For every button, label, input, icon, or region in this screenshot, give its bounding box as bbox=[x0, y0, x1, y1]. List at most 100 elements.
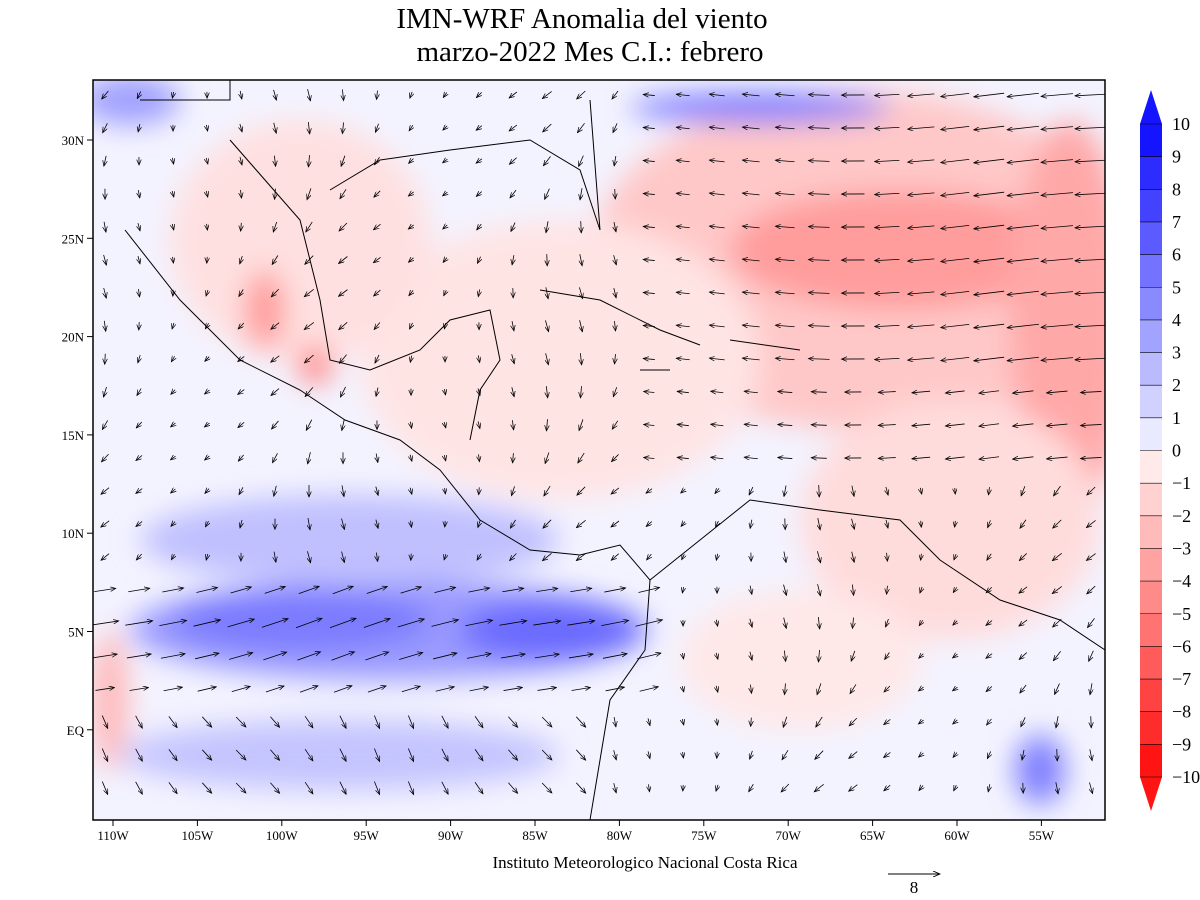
wind-vector bbox=[477, 553, 481, 560]
colorbar-end-top bbox=[1140, 90, 1162, 124]
wind-vector bbox=[510, 553, 517, 560]
wind-vector bbox=[778, 391, 793, 392]
wind-vector bbox=[363, 619, 390, 628]
wind-vector bbox=[1041, 126, 1073, 130]
wind-vector bbox=[742, 94, 760, 96]
wind-vector bbox=[811, 425, 827, 426]
wind-vector bbox=[811, 392, 827, 393]
wind-vector bbox=[94, 588, 115, 593]
wind-vector bbox=[1041, 225, 1073, 229]
wind-vector bbox=[307, 551, 310, 563]
wind-vector bbox=[342, 485, 344, 496]
wind-vector bbox=[611, 487, 620, 494]
lon-label: 95W bbox=[354, 828, 380, 843]
wind-vector bbox=[775, 94, 795, 95]
wind-vector bbox=[101, 781, 107, 795]
wind-vector bbox=[509, 91, 518, 98]
wind-vector bbox=[469, 687, 489, 692]
wind-vector bbox=[1081, 391, 1102, 392]
wind-vector bbox=[1053, 651, 1061, 660]
wind-vector bbox=[511, 486, 514, 495]
wind-vector bbox=[1091, 716, 1092, 728]
wind-vector bbox=[716, 520, 719, 527]
wind-vector bbox=[742, 292, 760, 294]
wind-vector bbox=[613, 387, 616, 396]
wind-vector bbox=[138, 256, 140, 264]
wind-vector bbox=[1075, 160, 1105, 162]
wind-vector bbox=[272, 420, 279, 429]
wind-vector bbox=[408, 781, 413, 795]
wind-vector bbox=[476, 126, 483, 131]
wind-vector bbox=[775, 358, 795, 359]
wind-vector bbox=[744, 457, 758, 458]
wind-vector bbox=[571, 687, 591, 691]
wind-vector bbox=[274, 551, 276, 563]
title-line-2: marzo-2022 Mes C.I.: febrero bbox=[416, 36, 763, 68]
wind-vector bbox=[716, 685, 718, 692]
wind-vector bbox=[229, 653, 253, 660]
wind-vector bbox=[137, 91, 141, 98]
wind-vector bbox=[168, 782, 177, 793]
wind-vector bbox=[919, 654, 924, 659]
wind-vector bbox=[408, 715, 413, 729]
wind-vector bbox=[614, 288, 616, 298]
wind-vector bbox=[365, 652, 388, 661]
wind-vector bbox=[340, 189, 347, 198]
colorbar-band bbox=[1140, 744, 1162, 778]
lon-label: 65W bbox=[860, 828, 886, 843]
wind-vector bbox=[849, 784, 858, 792]
wind-vector bbox=[819, 484, 820, 497]
wind-vector bbox=[263, 652, 286, 661]
colorbar-band bbox=[1140, 548, 1162, 582]
wind-vector bbox=[1075, 259, 1105, 261]
anomaly-shading bbox=[93, 80, 1105, 805]
wind-vector bbox=[676, 358, 690, 360]
wind-vector bbox=[230, 587, 252, 594]
wind-vector bbox=[1013, 457, 1034, 459]
wind-vector bbox=[545, 188, 550, 200]
colorbar-band bbox=[1140, 515, 1162, 549]
wind-vector bbox=[612, 90, 619, 99]
wind-vector bbox=[974, 125, 1005, 130]
wind-vector bbox=[676, 292, 690, 294]
wind-vector bbox=[339, 715, 346, 729]
lat-label: 20N bbox=[62, 330, 85, 345]
wind-vector bbox=[912, 457, 931, 459]
wind-vector bbox=[614, 750, 617, 760]
wind-vector bbox=[775, 325, 795, 326]
wind-vector bbox=[138, 223, 140, 231]
lat-label: 30N bbox=[62, 133, 85, 148]
wind-vector bbox=[104, 320, 105, 331]
wind-vector bbox=[408, 748, 413, 762]
wind-vector bbox=[1056, 716, 1058, 728]
wind-vector bbox=[206, 157, 208, 164]
wind-vector bbox=[339, 748, 346, 762]
wind-vector bbox=[887, 585, 888, 594]
wind-vector bbox=[104, 254, 107, 265]
wind-vector bbox=[568, 654, 593, 659]
wind-vector bbox=[197, 687, 217, 692]
wind-vector bbox=[478, 289, 479, 296]
wind-vector bbox=[749, 784, 754, 791]
wind-vector bbox=[510, 519, 516, 528]
wind-vector bbox=[989, 487, 990, 495]
wind-vector bbox=[884, 752, 891, 757]
wind-vector bbox=[884, 784, 891, 791]
wind-vector bbox=[240, 156, 242, 165]
wind-vector bbox=[375, 157, 380, 164]
wind-vector bbox=[941, 324, 970, 327]
wind-vector bbox=[374, 289, 381, 296]
wind-vector bbox=[1007, 257, 1039, 262]
wind-vector bbox=[1089, 650, 1094, 662]
wind-vector bbox=[270, 716, 279, 728]
wind-vector bbox=[1007, 323, 1039, 328]
colorbar-band bbox=[1140, 613, 1162, 647]
wind-vector bbox=[852, 518, 855, 529]
wind-vector bbox=[201, 749, 211, 760]
wind-vector bbox=[954, 785, 957, 791]
wind-vector bbox=[397, 619, 425, 628]
wind-vector bbox=[614, 222, 616, 232]
wind-vector bbox=[683, 751, 684, 758]
colorbar-label: 2 bbox=[1172, 375, 1181, 395]
